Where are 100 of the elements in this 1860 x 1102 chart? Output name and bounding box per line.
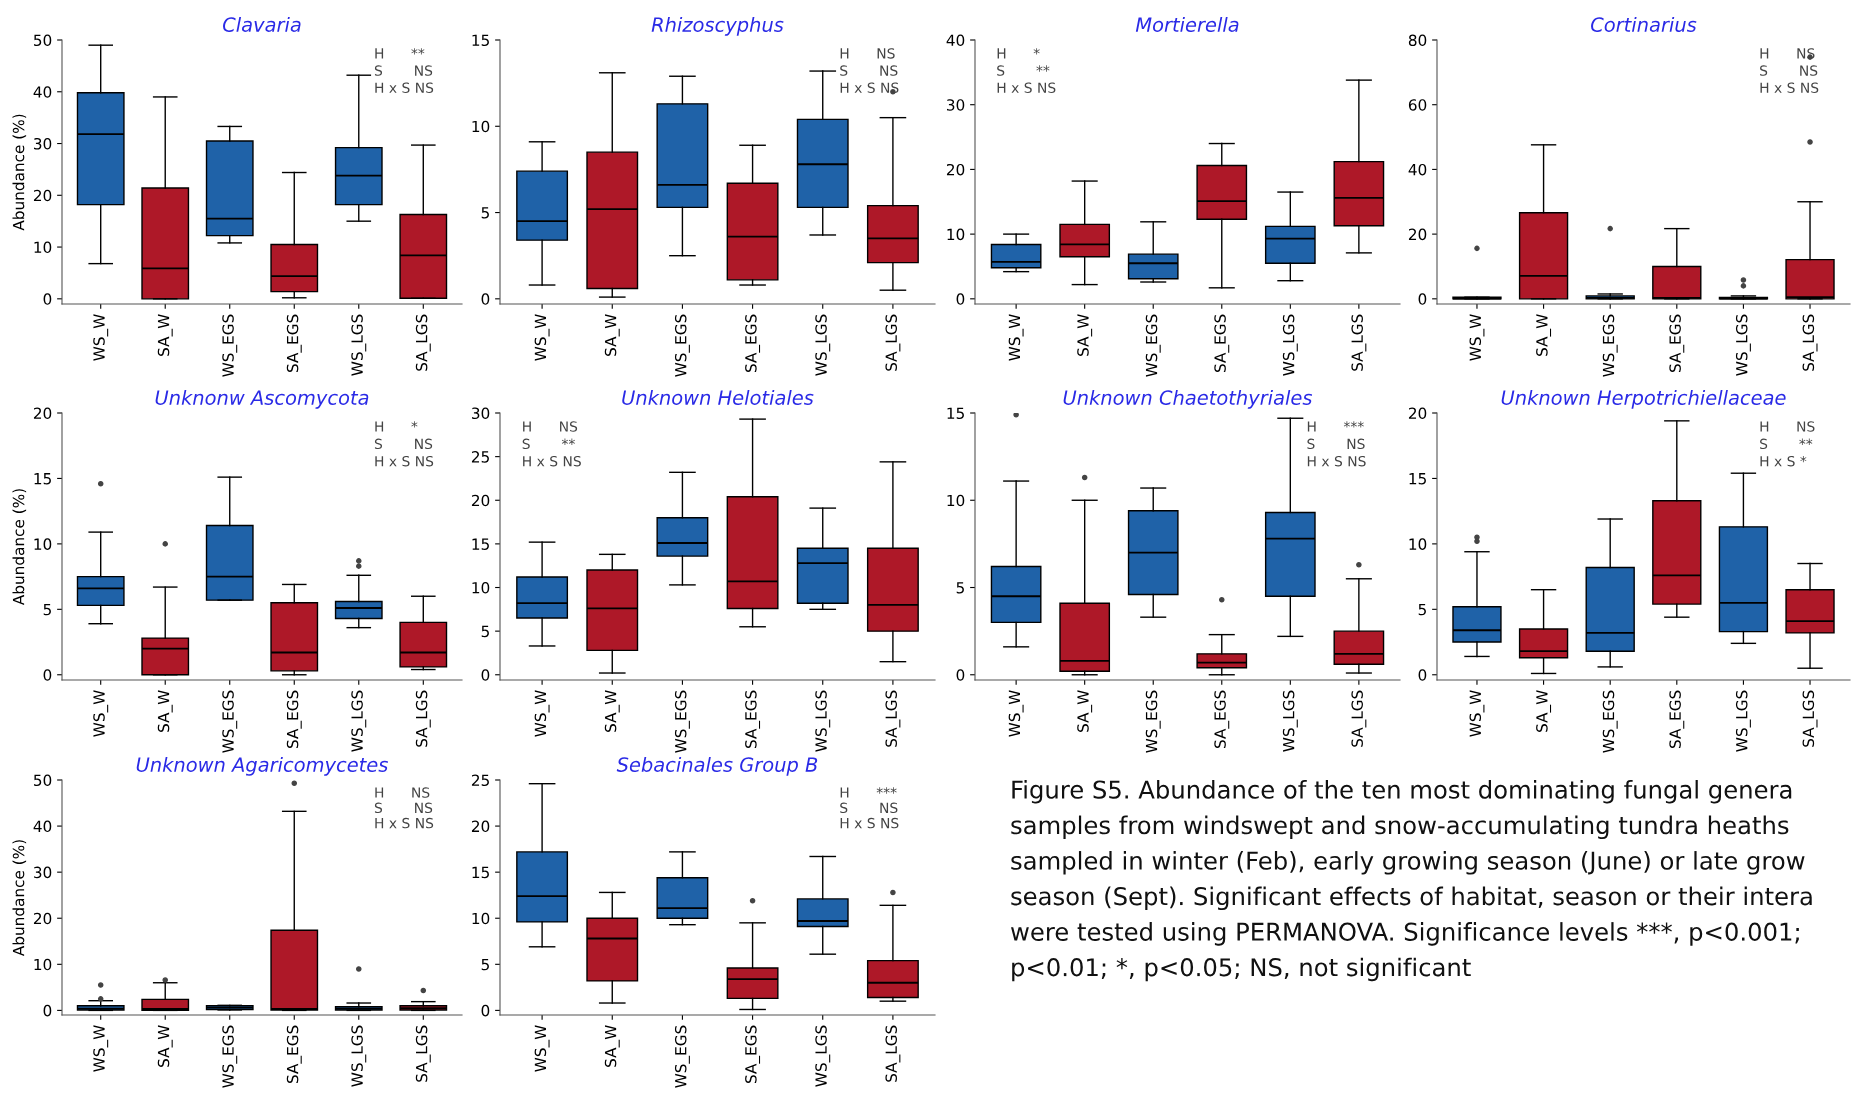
y-tick-label: 20 — [471, 820, 490, 833]
annotation: H NS — [523, 421, 578, 432]
x-tick-label: WS_W — [1469, 690, 1485, 737]
chart-title: Unknown Herpotrichiellaceae — [1501, 389, 1786, 409]
x-tick-label: WS_LGS — [351, 690, 367, 752]
y-tick-label: 25 — [471, 774, 489, 787]
x-tick-label: WS_W — [534, 690, 550, 737]
annotation: S NS — [374, 802, 433, 814]
y-tick-label: 0 — [956, 669, 965, 681]
y-tick-label: 40 — [1408, 163, 1427, 176]
x-tick-label: WS_LGS — [1735, 314, 1751, 376]
x-tick-label: WS_LGS — [1282, 690, 1298, 752]
y-tick-label: 5 — [481, 207, 489, 219]
x-tick-label: WS_EGS — [1602, 314, 1618, 377]
x-tick-label: SA_EGS — [1214, 314, 1230, 372]
caption: Figure S5. Abundance of the ten most dominating fungal genera samples from windswept and snow-accumulating tundra heaths sampled in winter (Feb), early growing season (June) or late grow season (Sept). Significant effects of habitat, season or their intera were tested using PERMANOVA. Significance levels ***, p<0.001; p<0.01; *, p<0.05; NS, not significant — [1011, 780, 1812, 982]
x-tick-label: WS_EGS — [1602, 690, 1618, 753]
x-tick-label: SA_EGS — [745, 314, 761, 372]
x-tick-label: WS_EGS — [1145, 314, 1161, 377]
x-tick-label: SA_W — [604, 1025, 620, 1067]
y-tick-label: 5 — [43, 603, 51, 616]
annotation: S ** — [522, 438, 575, 450]
x-tick-label: WS_LGS — [1735, 690, 1751, 752]
y-tick-label: 5 — [481, 625, 489, 638]
x-tick-label: WS_EGS — [674, 314, 690, 377]
y-tick-label: 10 — [947, 494, 965, 507]
x-tick-label: WS_W — [93, 1025, 109, 1072]
x-tick-label: WS_EGS — [674, 690, 690, 753]
x-tick-label: WS_LGS — [815, 690, 831, 752]
y-tick-label: 5 — [956, 582, 964, 594]
y-axis-title: Abundance (%) — [12, 489, 27, 606]
annotation: H x S * — [1760, 455, 1807, 467]
x-tick-label: WS_W — [1008, 314, 1024, 361]
annotation: H *** — [1307, 421, 1364, 432]
x-tick-label: SA_LGS — [1802, 314, 1818, 371]
annotation: H x S NS — [375, 82, 434, 93]
y-tick-label: 0 — [481, 1004, 490, 1017]
y-tick-label: 25 — [471, 451, 489, 463]
x-tick-label: SA_W — [604, 314, 620, 356]
y-tick-label: 40 — [33, 86, 52, 98]
annotation: H * — [375, 421, 418, 432]
x-tick-label: WS_EGS — [1145, 690, 1161, 753]
y-tick-label: 10 — [472, 912, 490, 925]
x-tick-label: SA_EGS — [1669, 690, 1685, 748]
annotation: H x S NS — [840, 817, 899, 829]
y-tick-label: 0 — [956, 293, 965, 305]
y-tick-label: 30 — [472, 407, 490, 420]
annotation: H * — [997, 48, 1040, 59]
x-tick-label: SA_W — [1536, 690, 1552, 732]
y-tick-label: 15 — [472, 34, 489, 47]
y-tick-label: 20 — [946, 163, 965, 176]
y-tick-label: 40 — [946, 34, 965, 47]
x-tick-label: SA_LGS — [415, 1025, 431, 1082]
x-tick-label: WS_W — [534, 1025, 550, 1072]
y-tick-label: 20 — [33, 189, 52, 202]
y-tick-label: 20 — [33, 912, 52, 925]
x-tick-label: SA_LGS — [885, 314, 901, 371]
y-tick-label: 15 — [472, 538, 489, 550]
chart-title: Sebacinales Group B — [616, 756, 818, 776]
x-tick-label: WS_EGS — [222, 314, 238, 377]
x-tick-label: SA_LGS — [885, 690, 901, 747]
y-tick-label: 50 — [34, 774, 52, 787]
x-tick-label: WS_EGS — [222, 1025, 238, 1088]
chart-title: Unknonw Ascomycota — [155, 389, 369, 409]
annotation: S ** — [1760, 438, 1813, 450]
y-tick-label: 10 — [472, 581, 490, 594]
x-tick-label: SA_EGS — [286, 690, 302, 748]
y-tick-label: 15 — [472, 866, 489, 879]
annotation: S NS — [374, 438, 433, 450]
x-tick-label: WS_LGS — [351, 314, 367, 376]
y-tick-label: 0 — [43, 1004, 52, 1017]
x-tick-label: SA_EGS — [745, 1025, 761, 1083]
chart-title: Unknown Chaetothyriales — [1063, 389, 1313, 409]
y-tick-label: 30 — [34, 866, 52, 879]
x-tick-label: SA_LGS — [1351, 690, 1367, 747]
y-tick-label: 0 — [43, 669, 52, 681]
x-tick-label: SA_EGS — [1669, 314, 1685, 372]
y-tick-label: 5 — [481, 958, 489, 971]
annotation: H NS — [375, 787, 430, 798]
x-tick-label: SA_W — [1077, 314, 1093, 356]
y-tick-label: 15 — [947, 407, 964, 420]
y-tick-label: 10 — [1409, 538, 1427, 550]
annotation: S ** — [997, 65, 1050, 76]
x-tick-label: SA_W — [1077, 690, 1093, 732]
y-tick-label: 20 — [33, 407, 52, 420]
x-tick-label: WS_W — [534, 314, 550, 361]
y-tick-label: 10 — [34, 241, 52, 254]
x-tick-label: SA_LGS — [885, 1025, 901, 1082]
y-tick-label: 50 — [34, 34, 52, 47]
x-tick-label: SA_EGS — [1214, 690, 1230, 748]
x-tick-label: SA_LGS — [1802, 690, 1818, 747]
y-tick-label: 20 — [1408, 228, 1427, 241]
x-tick-label: SA_LGS — [415, 314, 431, 371]
x-tick-label: WS_W — [93, 314, 109, 361]
annotation: H NS — [840, 48, 895, 59]
annotation: H NS — [1760, 421, 1815, 432]
x-tick-label: SA_W — [157, 690, 173, 732]
y-tick-label: 10 — [947, 228, 965, 241]
y-tick-label: 0 — [481, 293, 490, 305]
y-tick-label: 5 — [1418, 603, 1426, 616]
